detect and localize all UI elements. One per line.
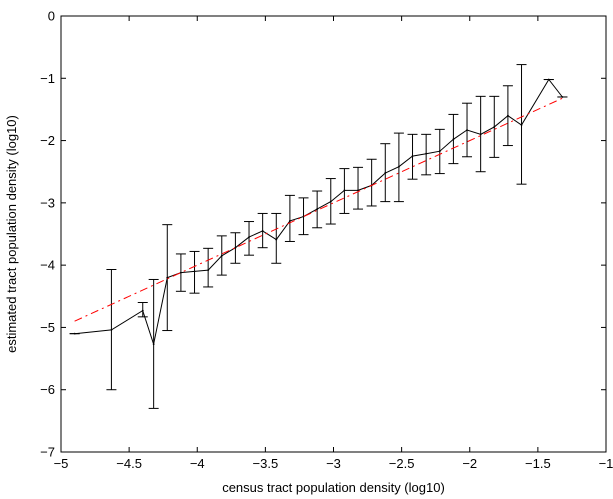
- axes: −5 −4.5 −4 −3.5 −3 −2.5 −2 −1.5 −1 −7 −6 −5 −4 −3 −2 −1…: [40, 9, 613, 472]
- data-point: [110, 329, 113, 331]
- x-tick-label: −3: [326, 456, 341, 471]
- data-point: [248, 236, 250, 239]
- data-point: [357, 189, 359, 192]
- estimate-line: [74, 78, 563, 347]
- data-point: [220, 254, 223, 257]
- data-point: [343, 189, 346, 192]
- y-tick-label: −3: [40, 195, 55, 210]
- y-tick-label: 0: [48, 9, 55, 24]
- data-point: [452, 138, 455, 141]
- data-point: [261, 229, 264, 232]
- data-point: [493, 125, 496, 128]
- y-tick-label: −4: [40, 258, 55, 273]
- data-point: [547, 78, 550, 81]
- data-point: [438, 150, 441, 153]
- data-point: [479, 133, 482, 136]
- y-tick-label: −7: [40, 445, 55, 460]
- data-point: [466, 129, 468, 131]
- fit-line: [74, 96, 566, 322]
- x-tick-label: −4: [190, 456, 205, 471]
- x-tick-label: −4.5: [116, 456, 142, 471]
- data-point: [316, 208, 319, 210]
- x-tick-label: −2.5: [389, 456, 415, 471]
- data-point: [425, 152, 428, 155]
- y-tick-label: −6: [40, 382, 55, 397]
- data-point: [411, 155, 414, 158]
- x-tick-label: −1: [599, 456, 613, 471]
- data-point: [152, 343, 155, 346]
- data-point: [329, 200, 332, 203]
- data-point: [384, 172, 387, 174]
- x-tick-label: −5: [54, 456, 69, 471]
- data-point: [289, 220, 291, 222]
- data-point: [73, 332, 76, 335]
- y-tick-label: −2: [40, 133, 55, 148]
- plot-frame: [60, 15, 607, 453]
- x-tick-label: −1.5: [525, 456, 551, 471]
- data-point: [398, 165, 400, 168]
- data-point: [507, 114, 509, 117]
- data-point: [561, 96, 564, 98]
- plot-area: [69, 64, 568, 409]
- x-tick-label: −2: [462, 456, 477, 471]
- data-point: [275, 238, 278, 241]
- data-point: [141, 309, 144, 312]
- data-point: [166, 276, 169, 279]
- y-tick-label: −5: [40, 320, 55, 335]
- y-axis-label: estimated tract population density (log1…: [4, 115, 19, 353]
- data-point: [193, 270, 196, 273]
- data-point: [180, 271, 182, 274]
- data-point: [207, 269, 210, 272]
- data-point: [520, 124, 523, 126]
- x-axis-label: census tract population density (log10): [222, 480, 445, 495]
- data-point: [234, 246, 237, 249]
- x-tick-label: −3.5: [253, 456, 279, 471]
- y-tick-label: −1: [40, 71, 55, 86]
